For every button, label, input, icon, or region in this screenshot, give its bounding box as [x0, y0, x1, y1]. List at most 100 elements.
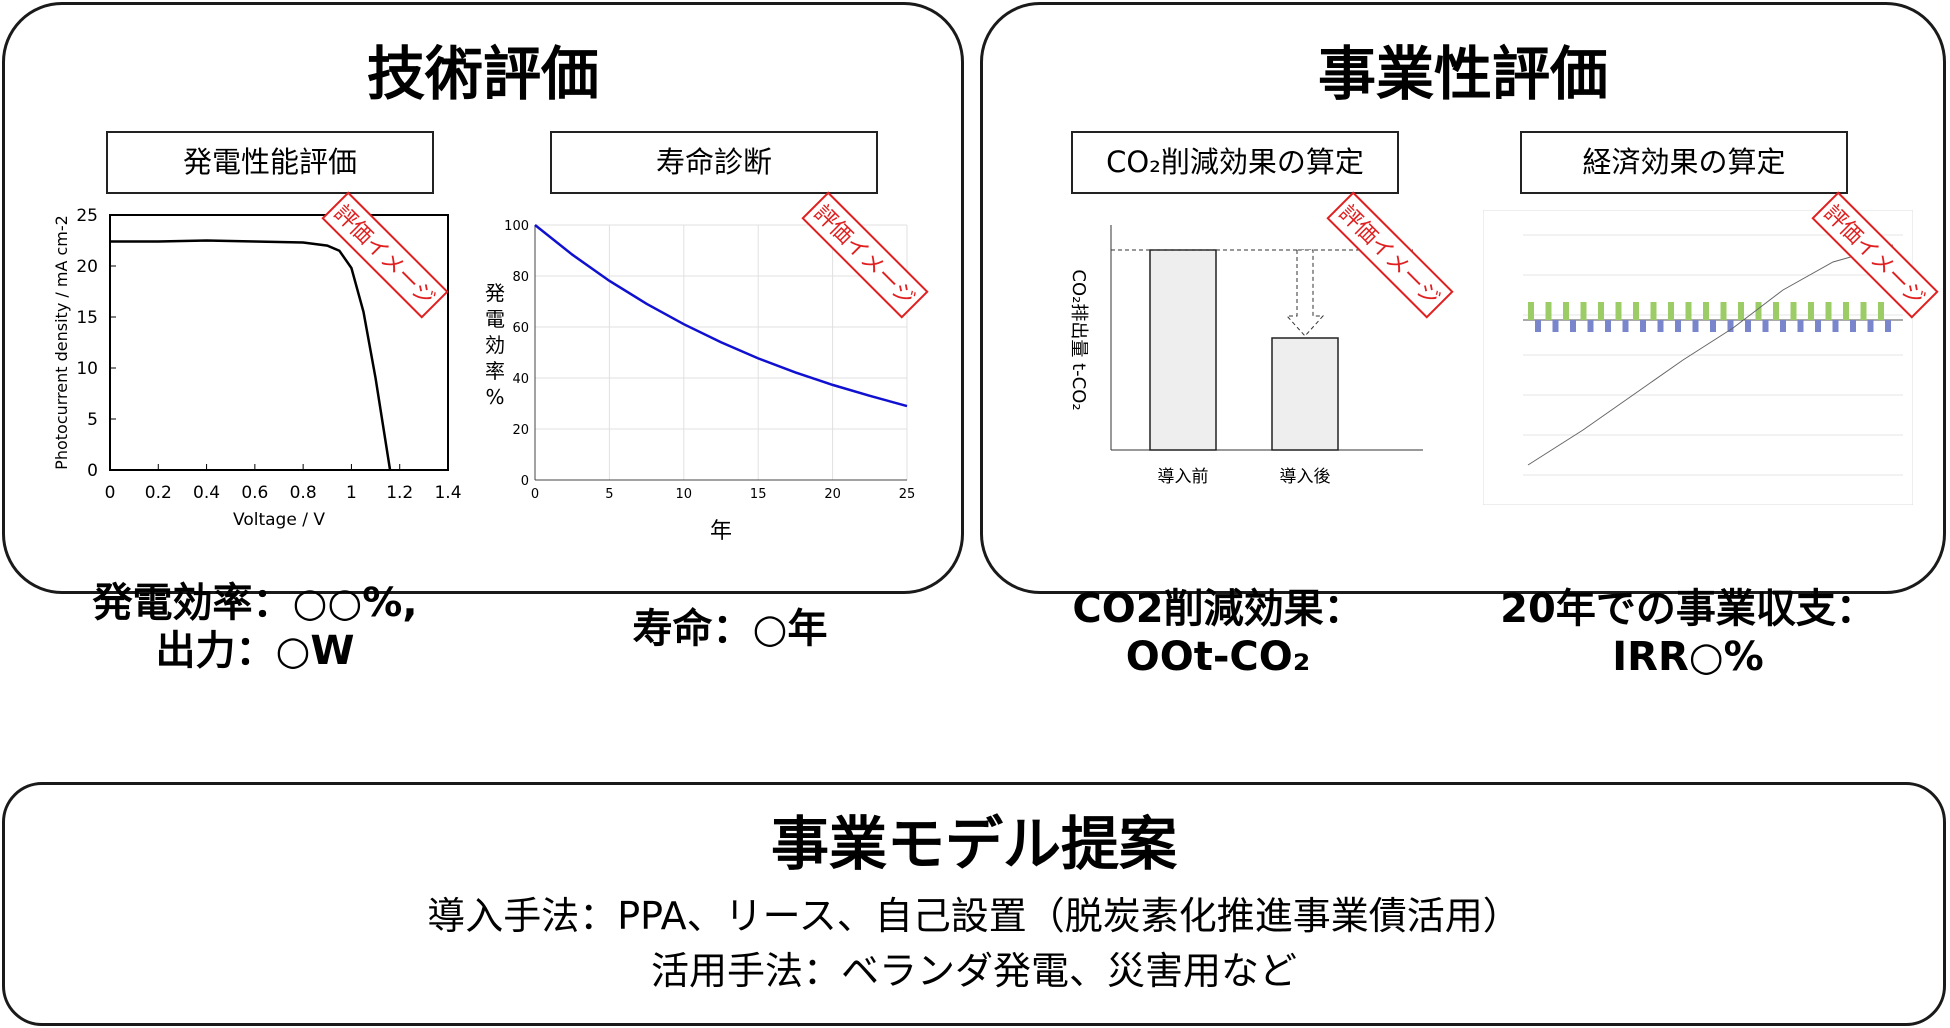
econ-bar-positive — [1580, 302, 1587, 320]
efficiency-curve-line — [534, 224, 908, 408]
econ-bar-negative — [1815, 320, 1821, 332]
co2-bar — [1149, 249, 1217, 451]
y-axis-label-char: 効 — [485, 333, 505, 357]
x-tick-label: 1.2 — [386, 483, 413, 503]
co2-bar — [1271, 337, 1339, 451]
econ-bar-negative — [1780, 320, 1786, 332]
econ-bar-positive — [1773, 302, 1779, 320]
iv-curve-chart: 0 0.2 0.4 0.6 0.8 1 1.2 1.4 0 5 10 15 20 25 Voltage / … — [52, 206, 462, 530]
x-tick-label: 0.8 — [290, 483, 317, 503]
perf-result-line2: 出力：○W — [155, 628, 355, 674]
econ-bar-positive — [1650, 302, 1657, 320]
econ-bar-negative — [1675, 320, 1681, 332]
econ-bar-negative — [1570, 320, 1576, 332]
x-tick-label: 0.2 — [145, 483, 172, 503]
econ-bar-negative — [1622, 320, 1629, 332]
x-tick-label: 25 — [899, 487, 916, 502]
lifetime-chart: 0 5 10 15 20 25 0 20 40 60 80 100 年 発電効率% — [485, 219, 916, 544]
x-tick-label: 0 — [105, 483, 116, 503]
iv-curve-line — [110, 239, 392, 471]
econ-bar-positive — [1825, 302, 1832, 320]
econ-bar-positive — [1878, 302, 1884, 320]
econ-bar-positive — [1790, 302, 1797, 320]
model-line-usage: 活用手法：ベランダ発電、災害用など — [650, 949, 1297, 993]
y-tick-label: 0 — [521, 474, 529, 489]
econ-bar-negative — [1605, 320, 1611, 332]
category-label: 導入前 — [1158, 467, 1209, 487]
y-axis-label-char: 率 — [485, 359, 505, 383]
perf-result-line1: 発電効率：○○%, — [92, 580, 418, 626]
econ-bar-positive — [1528, 302, 1534, 320]
econ-bar-positive — [1545, 302, 1552, 320]
co2-bar-chart: 導入前 導入後 CO₂排出量 t-CO₂ — [1068, 225, 1423, 487]
econ-bar-negative — [1692, 320, 1699, 332]
econ-bar-negative — [1727, 320, 1734, 332]
x-tick-label: 10 — [676, 487, 693, 502]
econ-bar-positive — [1755, 302, 1762, 320]
y-tick-label: 0 — [87, 461, 98, 481]
model-line-introduction: 導入手法：PPA、リース、自己設置（脱炭素化推進事業債活用） — [427, 894, 1521, 938]
y-tick-label: 20 — [512, 423, 529, 438]
econ-bar-positive — [1668, 302, 1674, 320]
evaluation-image-stamp: 評価イメージ — [321, 191, 449, 319]
econ-bar-negative — [1535, 320, 1541, 332]
econ-result-line2: IRR○% — [1612, 634, 1764, 680]
y-tick-label: 25 — [76, 206, 98, 226]
econ-bar-negative — [1832, 320, 1839, 332]
y-tick-label: 40 — [512, 372, 529, 387]
y-axis-label: 発電効率% — [485, 281, 505, 409]
econ-bar-negative — [1657, 320, 1664, 332]
y-axis-label: CO₂排出量 t-CO₂ — [1068, 269, 1089, 410]
perf-result: 発電効率：○○%, 出力：○W — [45, 579, 465, 675]
evaluation-image-stamp: 評価イメージ — [1811, 191, 1939, 319]
econ-bar-positive — [1563, 302, 1569, 320]
y-tick-label: 100 — [504, 219, 529, 234]
y-axis-label-text: CO₂排出量 t-CO₂ — [1068, 269, 1089, 410]
biz-panel-title: 事業性評価 — [1317, 40, 1608, 108]
x-tick-label: 1 — [346, 483, 357, 503]
stamp-label: 評価イメージ — [329, 201, 440, 312]
econ-bar-positive — [1738, 302, 1744, 320]
econ-bar-negative — [1867, 320, 1874, 332]
econ-result-line1: 20年での事業収支： — [1500, 586, 1876, 632]
econ-bar-negative — [1552, 320, 1559, 332]
economic-chart-image — [1483, 210, 1913, 505]
stamp-label: 評価イメージ — [1334, 201, 1445, 312]
econ-bar-negative — [1762, 320, 1769, 332]
co2-result: CO2削減効果： OOt-CO₂ — [1003, 585, 1433, 681]
model-panel-title: 事業モデル提案 — [770, 810, 1177, 878]
x-tick-label: 15 — [750, 487, 767, 502]
econ-bar-positive — [1598, 302, 1604, 320]
y-tick-label: 80 — [512, 270, 529, 285]
econ-bar-positive — [1720, 302, 1727, 320]
business-model-panel: 事業モデル提案 導入手法：PPA、リース、自己設置（脱炭素化推進事業債活用） 活… — [2, 782, 1946, 1026]
x-tick-label: 1.4 — [434, 483, 461, 503]
tech-evaluation-panel: 技術評価 発電性能評価 寿命診断 0 0.2 0.4 0.6 0.8 1 1.2 1.4 0 5 1… — [2, 2, 964, 674]
econ-bar-negative — [1710, 320, 1716, 332]
econ-bar-positive — [1615, 302, 1622, 320]
x-tick-label: 0.4 — [193, 483, 220, 503]
y-tick-label: 60 — [512, 321, 529, 336]
tech-panel-title: 技術評価 — [366, 40, 599, 108]
y-tick-label: 15 — [76, 308, 98, 328]
y-axis-label-char: 発 — [485, 281, 505, 305]
stamp-label: 評価イメージ — [1819, 201, 1930, 312]
perf-eval-box: 発電性能評価 — [106, 131, 434, 194]
y-axis-label-char: 電 — [485, 307, 505, 331]
business-evaluation-panel: 事業性評価 CO₂削減効果の算定 経済効果の算定 導入前 導入後 CO₂排出量 t-… — [980, 2, 1946, 680]
econ-bar-negative — [1587, 320, 1594, 332]
co2-result-line1: CO2削減効果： — [1072, 586, 1364, 632]
evaluation-image-stamp: 評価イメージ — [1326, 191, 1454, 319]
econ-bar-positive — [1860, 302, 1867, 320]
x-axis-label: 年 — [710, 519, 732, 544]
x-tick-label: 0.6 — [241, 483, 268, 503]
x-tick-label: 5 — [605, 487, 613, 502]
econ-bar-positive — [1685, 302, 1692, 320]
x-axis-label: Voltage / V — [233, 510, 325, 530]
econ-bar-positive — [1843, 302, 1849, 320]
x-tick-label: 20 — [824, 487, 841, 502]
stamp-label: 評価イメージ — [809, 201, 920, 312]
life-result: 寿命：○年 — [632, 606, 828, 652]
y-tick-label: 5 — [87, 410, 98, 430]
y-tick-label: 20 — [76, 257, 98, 277]
